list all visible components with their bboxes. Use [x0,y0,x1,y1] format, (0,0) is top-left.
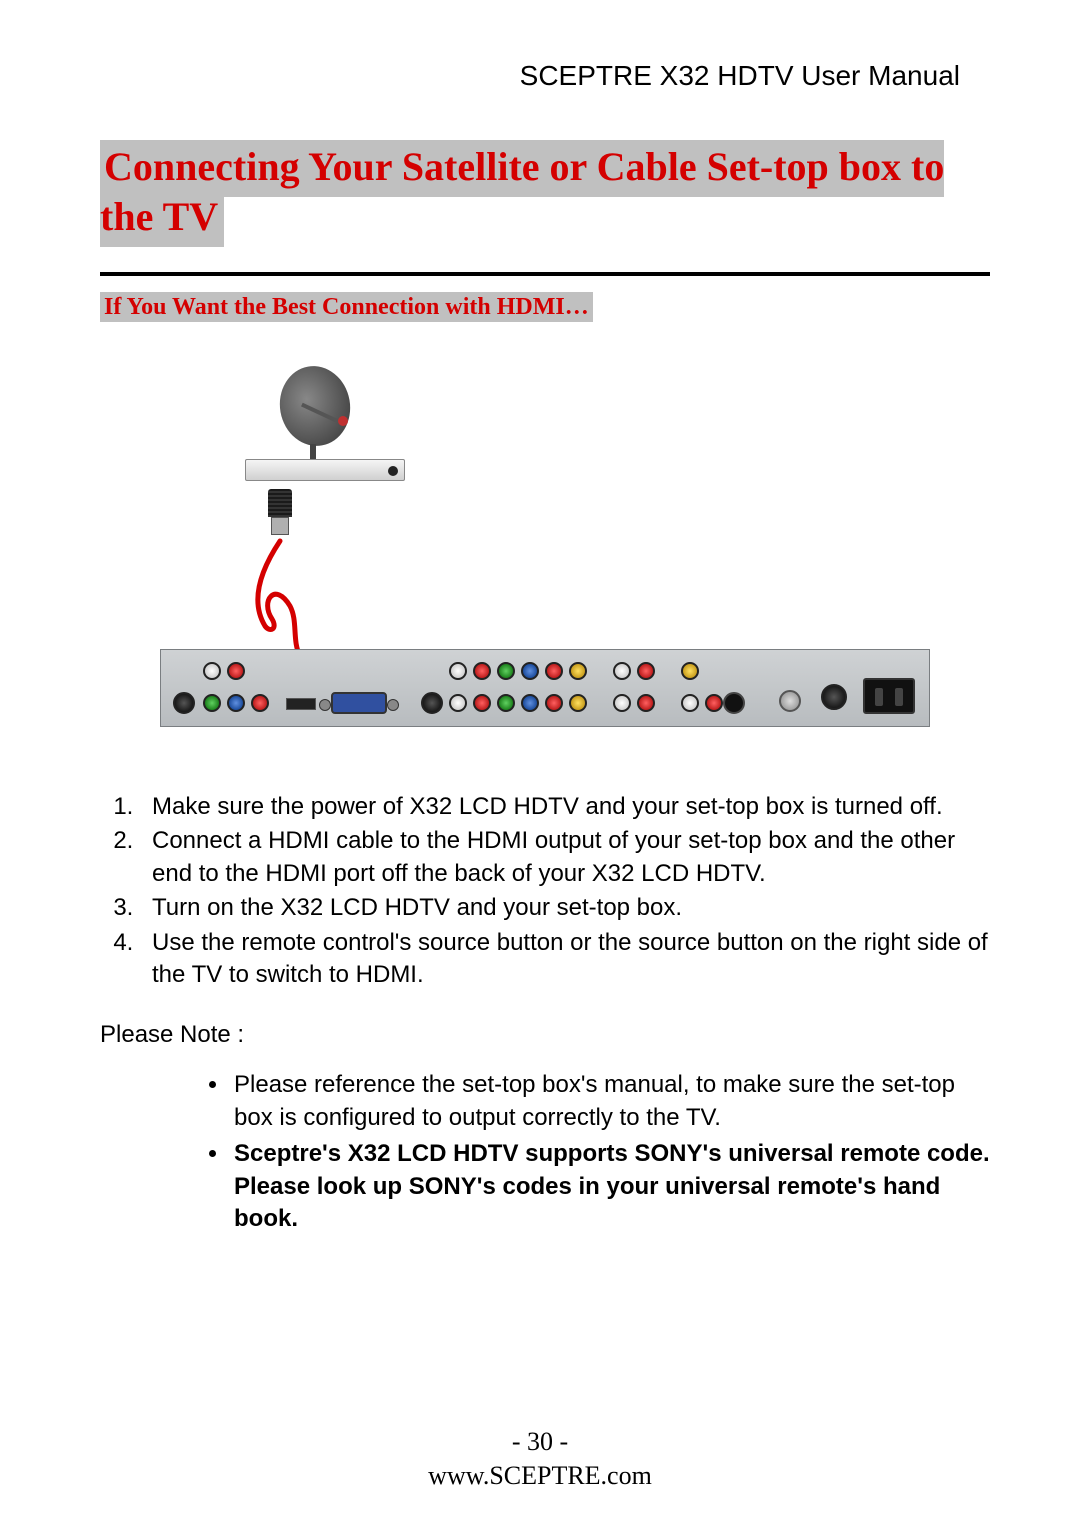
hdmi-plug-icon [268,489,292,539]
red-rca-jack-icon [705,694,723,712]
red-rca-jack-icon [637,662,655,680]
white-rca-jack-icon [681,694,699,712]
connection-diagram [100,361,990,741]
green-rca-jack-icon [203,694,221,712]
yellow-rca-jack-icon [681,662,699,680]
red-rca-jack-icon [227,662,245,680]
yellow-rca-jack-icon [569,694,587,712]
audio-jack-icon [821,684,847,710]
footer-url: www.SCEPTRE.com [0,1459,1080,1493]
step-item: Use the remote control's source button o… [140,927,990,992]
black-rca-jack-icon [173,692,195,714]
red-rca-jack-icon [251,694,269,712]
red-rca-jack-icon [545,662,563,680]
notes-list: Please reference the set-top box's manua… [230,1069,990,1235]
subtitle-wrap: If You Want the Best Connection with HDM… [100,294,990,321]
divider [100,272,990,276]
yellow-rca-jack-icon [569,662,587,680]
subtitle: If You Want the Best Connection with HDM… [100,292,593,322]
coax-port-icon [779,690,801,712]
hdmi-port-icon [286,698,316,710]
note-item: Sceptre's X32 LCD HDTV supports SONY's u… [230,1138,990,1235]
red-rca-jack-icon [473,694,491,712]
red-rca-jack-icon [473,662,491,680]
step-item: Make sure the power of X32 LCD HDTV and … [140,791,990,823]
page-number: - 30 - [0,1425,1080,1459]
white-rca-jack-icon [449,662,467,680]
white-rca-jack-icon [613,662,631,680]
note-label: Please Note : [100,1021,990,1049]
white-rca-jack-icon [613,694,631,712]
blue-rca-jack-icon [521,694,539,712]
red-rca-jack-icon [545,694,563,712]
note-item: Please reference the set-top box's manua… [230,1069,990,1134]
satellite-dish-icon [270,366,360,456]
white-rca-jack-icon [203,662,221,680]
step-item: Connect a HDMI cable to the HDMI output … [140,825,990,890]
blue-rca-jack-icon [521,662,539,680]
main-title: Connecting Your Satellite or Cable Set-t… [100,140,944,247]
power-port-icon [863,678,915,714]
blue-rca-jack-icon [227,694,245,712]
svideo-port-icon [723,692,745,714]
green-rca-jack-icon [497,694,515,712]
white-rca-jack-icon [449,694,467,712]
vga-port-icon [331,692,387,714]
red-rca-jack-icon [637,694,655,712]
tv-back-panel-icon [160,649,930,727]
green-rca-jack-icon [497,662,515,680]
black-rca-jack-icon [421,692,443,714]
footer: - 30 - www.SCEPTRE.com [0,1425,1080,1493]
step-item: Turn on the X32 LCD HDTV and your set-to… [140,892,990,924]
header-text: SCEPTRE X32 HDTV User Manual [100,60,960,92]
steps-list: Make sure the power of X32 LCD HDTV and … [140,791,990,991]
main-title-wrap: Connecting Your Satellite or Cable Set-t… [100,142,990,242]
settop-box-icon [245,459,405,481]
